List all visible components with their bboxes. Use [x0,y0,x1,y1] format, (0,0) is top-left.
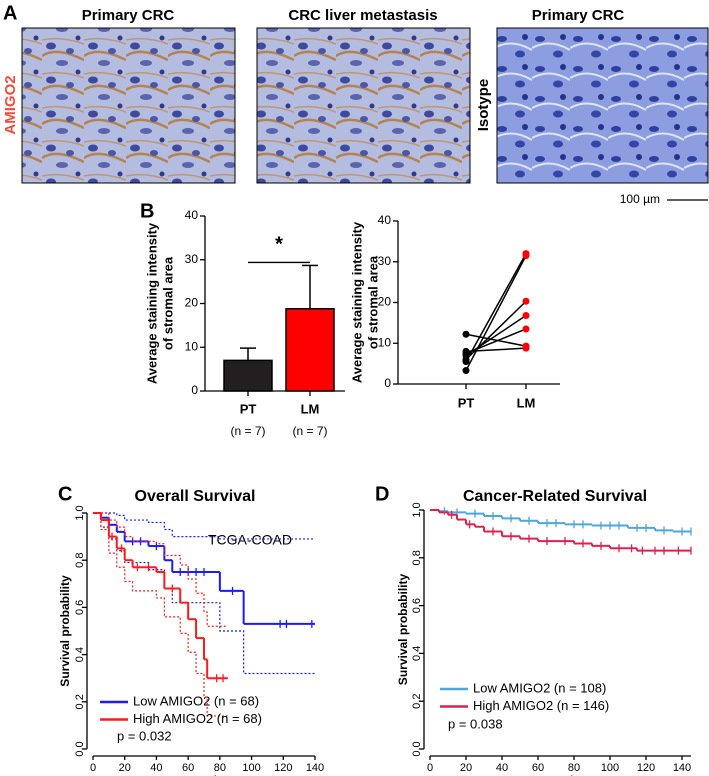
bar [223,359,273,392]
x-tick-label: 80 [214,762,226,774]
y-tick-label: 0.2 [411,694,423,709]
panel-label: D [375,483,389,505]
micrograph [21,27,236,184]
y-axis-label: Average staining intensity [144,222,159,384]
panel-label: A [3,2,17,24]
scale-bar-label: 100 µm [620,192,660,206]
y-tick-label: 1.0 [411,502,423,517]
y-tick-label: 0 [191,383,198,397]
x-axis-label: Months [534,774,586,776]
x-tick-label: 120 [274,762,292,774]
annotation: TCGA-COAD [208,532,292,548]
y-tick-label: 40 [185,208,199,222]
point [522,325,530,333]
y-tick-label: 30 [378,254,392,268]
point [462,347,470,355]
point [522,250,530,258]
pair-line [465,253,527,362]
x-tick-label: 40 [150,762,162,774]
point [522,312,530,320]
point [522,342,530,350]
panel-label: C [58,483,72,505]
y-tick-label: 0.6 [411,598,423,613]
x-tick-label: 100 [601,762,619,774]
y-tick-label: 0.0 [74,741,86,756]
y-tick-label: 40 [378,213,392,227]
y-axis-label: of stromal area [160,256,175,350]
p-value: p = 0.032 [117,728,172,743]
legend-label: Low AMIGO2 (n = 108) [473,680,606,695]
x-tick-label: 100 [242,762,260,774]
x-tick-label: 60 [532,762,544,774]
pair-line [465,255,527,371]
x-tick-label: 80 [568,762,580,774]
y-tick-label: 20 [185,296,199,310]
x-tick-label: 20 [460,762,472,774]
y-tick-label: 1.0 [74,505,86,520]
category-note: (n = 7) [230,424,265,438]
pair-line [465,328,527,355]
bar [285,308,335,392]
p-value: p = 0.038 [448,716,503,731]
x-tick-label: 140 [306,762,324,774]
y-tick-label: 0.4 [74,647,86,662]
y-tick-label: 10 [185,339,199,353]
x-axis-label: Months [178,774,230,776]
y-axis-label: of stromal area [365,255,380,349]
y-axis-label: Average staining intensity [349,221,364,383]
y-axis-label: Survival probability [58,575,72,687]
y-tick-label: 0.4 [411,646,423,661]
row-label: Isotype [475,79,492,132]
micrograph [496,27,709,184]
category-note: (n = 7) [292,424,327,438]
pair-line [465,333,527,347]
y-axis-label: Survival probability [396,573,410,685]
legend-label: High AMIGO2 (n = 68) [133,711,262,726]
panel-label: B [140,200,154,222]
pair-line [465,347,527,353]
x-tick-label: PT [240,401,257,416]
confidence-bound [93,512,228,717]
x-tick-label: 0 [90,762,96,774]
point [522,297,530,305]
x-tick-label: 40 [496,762,508,774]
y-tick-label: 20 [378,295,392,309]
y-tick-label: 0.6 [74,600,86,615]
x-tick-label: LM [301,401,320,416]
y-tick-label: 0 [384,376,391,390]
significance-mark: * [275,234,283,256]
confidence-bound [93,512,315,540]
x-tick-label: 140 [673,762,691,774]
y-tick-label: 0.0 [411,741,423,756]
x-tick-label: 0 [427,762,433,774]
legend-label: Low AMIGO2 (n = 68) [133,693,259,708]
y-tick-label: 0.8 [411,550,423,565]
y-tick-label: 0.2 [74,694,86,709]
image-title: CRC liver metastasis [288,7,437,24]
x-tick-label: 120 [637,762,655,774]
row-label: AMIGO2 [2,75,19,134]
chart-title: Cancer-Related Survival [463,488,647,505]
x-tick-label: 60 [182,762,194,774]
y-tick-label: 10 [378,335,392,349]
y-tick-label: 30 [185,252,199,266]
legend-label: High AMIGO2 (n = 146) [473,698,609,713]
chart-title: Overall Survival [135,488,256,505]
x-tick-label: LM [517,395,536,410]
x-tick-label: PT [458,395,475,410]
y-tick-label: 0.8 [74,553,86,568]
point [462,367,470,375]
image-title: Primary CRC [82,7,175,24]
image-title: Primary CRC [532,7,625,24]
x-tick-label: 20 [119,762,131,774]
point [462,330,470,338]
micrograph [256,27,471,184]
